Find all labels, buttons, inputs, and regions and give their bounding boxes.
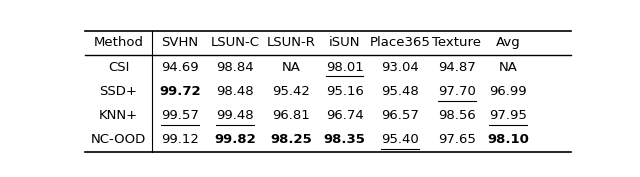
Text: 96.57: 96.57 bbox=[381, 109, 419, 122]
Text: NC-OOD: NC-OOD bbox=[91, 133, 146, 146]
Text: 95.42: 95.42 bbox=[272, 85, 310, 98]
Text: 98.01: 98.01 bbox=[326, 61, 364, 74]
Text: Method: Method bbox=[93, 36, 143, 49]
Text: 98.10: 98.10 bbox=[487, 133, 529, 146]
Text: Avg: Avg bbox=[495, 36, 520, 49]
Text: NA: NA bbox=[499, 61, 518, 74]
Text: 95.40: 95.40 bbox=[381, 133, 419, 146]
Text: NA: NA bbox=[282, 61, 300, 74]
Text: 99.72: 99.72 bbox=[159, 85, 200, 98]
Text: SVHN: SVHN bbox=[161, 36, 198, 49]
Text: 96.81: 96.81 bbox=[272, 109, 310, 122]
Text: 96.99: 96.99 bbox=[489, 85, 527, 98]
Text: LSUN-R: LSUN-R bbox=[266, 36, 316, 49]
Text: 98.35: 98.35 bbox=[324, 133, 365, 146]
Text: 97.65: 97.65 bbox=[438, 133, 476, 146]
Text: 98.48: 98.48 bbox=[216, 85, 254, 98]
Text: 99.82: 99.82 bbox=[214, 133, 256, 146]
Text: 96.74: 96.74 bbox=[326, 109, 364, 122]
Text: 93.04: 93.04 bbox=[381, 61, 419, 74]
Text: 94.69: 94.69 bbox=[161, 61, 198, 74]
Text: 94.87: 94.87 bbox=[438, 61, 476, 74]
Text: 99.48: 99.48 bbox=[216, 109, 254, 122]
Text: Place365: Place365 bbox=[369, 36, 430, 49]
Text: 95.48: 95.48 bbox=[381, 85, 419, 98]
Text: Texture: Texture bbox=[433, 36, 481, 49]
Text: iSUN: iSUN bbox=[329, 36, 360, 49]
Text: KNN+: KNN+ bbox=[99, 109, 138, 122]
Text: 98.56: 98.56 bbox=[438, 109, 476, 122]
Text: 97.70: 97.70 bbox=[438, 85, 476, 98]
Text: 99.57: 99.57 bbox=[161, 109, 198, 122]
Text: 95.16: 95.16 bbox=[326, 85, 364, 98]
Text: SSD+: SSD+ bbox=[99, 85, 138, 98]
Text: 98.25: 98.25 bbox=[270, 133, 312, 146]
Text: 99.12: 99.12 bbox=[161, 133, 198, 146]
Text: 97.95: 97.95 bbox=[489, 109, 527, 122]
Text: 98.84: 98.84 bbox=[216, 61, 254, 74]
Text: LSUN-C: LSUN-C bbox=[211, 36, 260, 49]
Text: CSI: CSI bbox=[108, 61, 129, 74]
